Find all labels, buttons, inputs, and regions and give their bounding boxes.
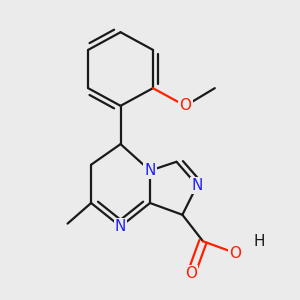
Text: O: O — [230, 246, 242, 261]
Text: O: O — [185, 266, 197, 281]
Text: N: N — [115, 219, 126, 234]
Text: H: H — [253, 234, 265, 249]
Text: N: N — [191, 178, 203, 193]
Text: N: N — [144, 163, 156, 178]
Text: O: O — [179, 98, 191, 113]
